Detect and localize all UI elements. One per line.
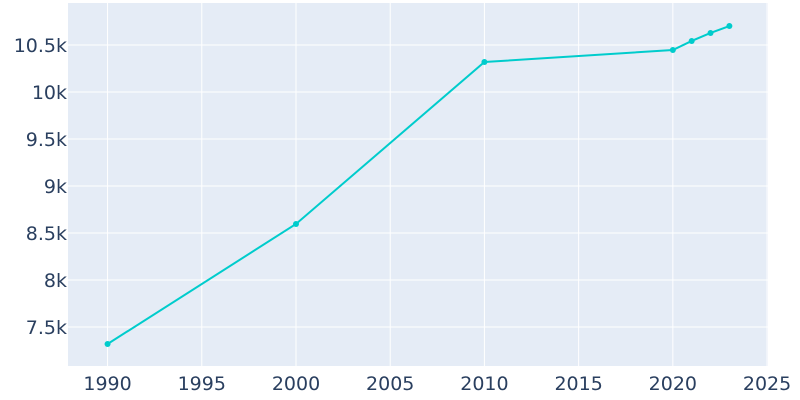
y-tick-label: 9k <box>44 176 67 198</box>
data-point <box>669 46 676 53</box>
y-tick-label: 10k <box>32 82 67 104</box>
x-tick-label: 2015 <box>554 373 602 395</box>
data-point <box>292 220 299 227</box>
y-tick-label: 8k <box>44 270 67 292</box>
x-tick-label: 2000 <box>272 373 320 395</box>
x-tick-label: 2020 <box>649 373 697 395</box>
x-tick-label: 2005 <box>366 373 414 395</box>
y-tick-label: 8.5k <box>26 223 67 245</box>
x-tick-label: 1995 <box>178 373 226 395</box>
y-tick-label: 7.5k <box>26 317 67 339</box>
data-point <box>481 59 488 66</box>
y-tick-label: 9.5k <box>26 129 67 151</box>
x-tick-label: 2025 <box>743 373 791 395</box>
data-point <box>688 37 695 44</box>
y-tick-label: 10.5k <box>14 35 67 57</box>
data-point <box>726 23 733 30</box>
data-point <box>707 29 714 36</box>
x-tick-label: 2010 <box>460 373 508 395</box>
plot-area <box>68 3 768 366</box>
x-tick-label: 1990 <box>83 373 131 395</box>
data-point <box>104 341 111 348</box>
